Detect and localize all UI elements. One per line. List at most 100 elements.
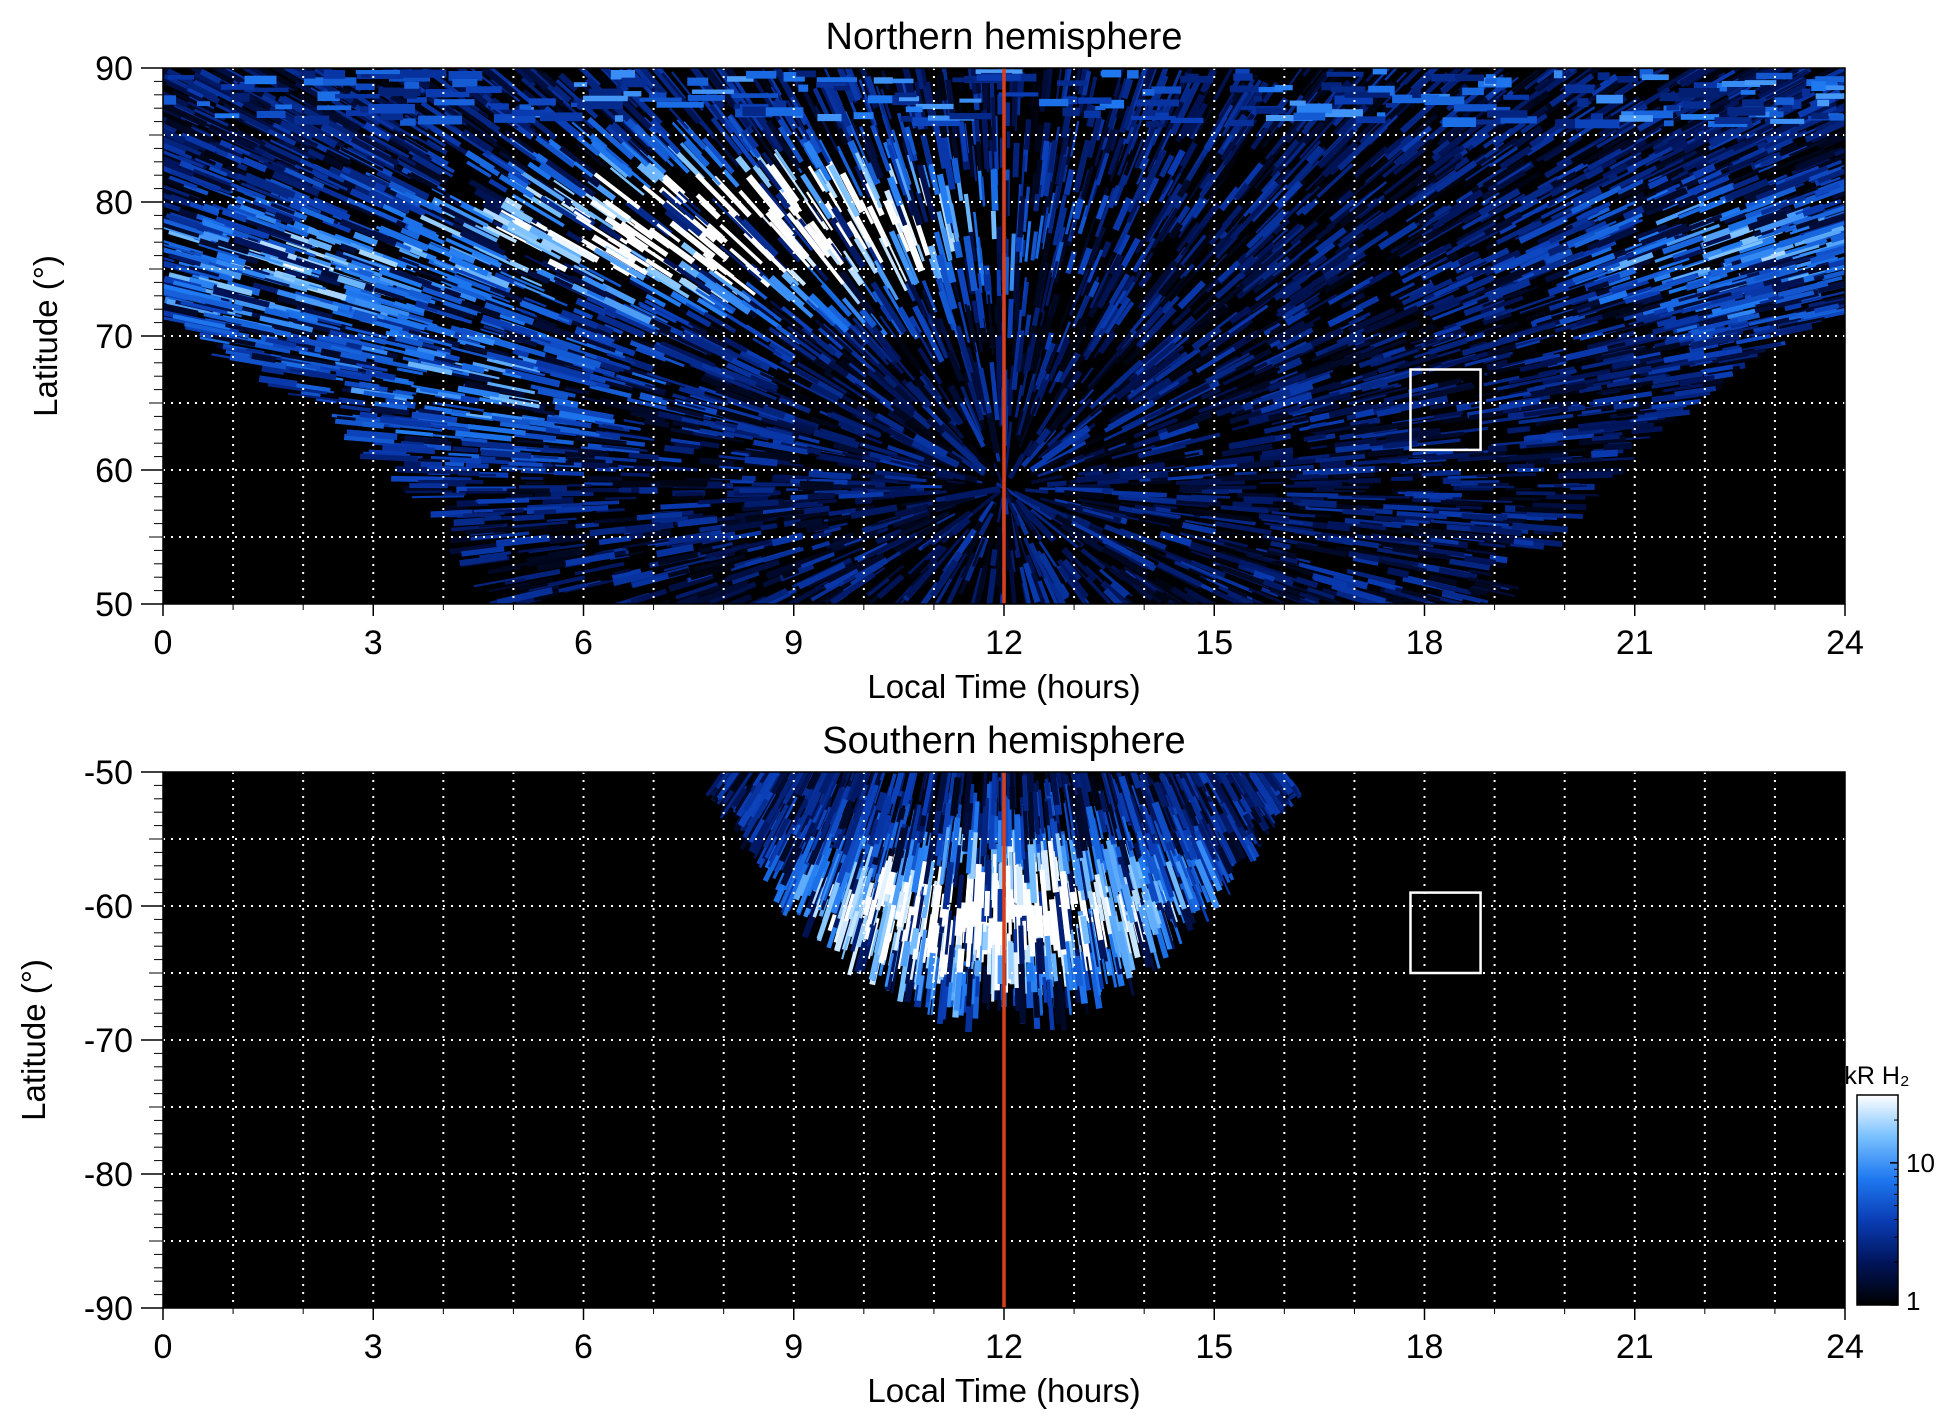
- aurora-streak: [830, 546, 864, 563]
- aurora-streak: [1143, 214, 1158, 238]
- aurora-streak: [1070, 432, 1091, 448]
- aurora-streak: [446, 274, 473, 290]
- aurora-streak: [1206, 397, 1240, 414]
- aurora-streak: [612, 598, 632, 604]
- aurora-streak: [1084, 463, 1108, 473]
- aurora-streak: [1469, 231, 1499, 248]
- aurora-streak: [1355, 408, 1375, 419]
- aurora-streak: [1461, 334, 1519, 357]
- aurora-streak: [1363, 369, 1396, 383]
- aurora-streak: [1295, 201, 1312, 216]
- aurora-streak: [1087, 274, 1114, 319]
- aurora-streak: [212, 142, 243, 159]
- aurora-streak: [945, 568, 967, 604]
- aurora-streak: [967, 68, 974, 90]
- aurora-streak: [1183, 222, 1223, 269]
- aurora-streak: [1007, 365, 1016, 416]
- aurora-streak: [859, 441, 898, 458]
- aurora-streak: [605, 247, 648, 276]
- aurora-streak: [845, 413, 883, 433]
- aurora-streak: [804, 119, 834, 169]
- aurora-streak: [564, 449, 609, 460]
- aurora-streak: [1658, 257, 1690, 271]
- aurora-streak: [846, 220, 868, 252]
- aurora-streak: [668, 107, 690, 130]
- aurora-streak: [1602, 321, 1644, 335]
- aurora-streak: [1012, 490, 1069, 520]
- aurora-streak: [1159, 530, 1193, 547]
- aurora-streak: [1736, 119, 1777, 140]
- aurora-streak: [891, 129, 912, 186]
- aurora-streak: [500, 271, 545, 292]
- aurora-streak: [1371, 444, 1413, 454]
- aurora-streak: [1315, 222, 1336, 241]
- aurora-streak: [1221, 92, 1253, 138]
- aurora-streak: [1120, 78, 1134, 100]
- aurora-streak: [804, 223, 833, 258]
- aurora-streak: [1511, 125, 1544, 150]
- aurora-streak: [267, 140, 314, 164]
- aurora-streak: [1107, 273, 1130, 307]
- aurora-streak: [255, 212, 277, 225]
- aurora-streak: [1369, 435, 1421, 447]
- aurora-streak: [1355, 295, 1380, 312]
- aurora-streak: [1730, 178, 1770, 200]
- aurora-streak: [704, 257, 728, 276]
- aurora-streak: [202, 203, 220, 215]
- aurora-streak: [172, 314, 231, 331]
- aurora-streak: [1709, 255, 1763, 278]
- aurora-streak: [1509, 390, 1528, 396]
- aurora-streak: [318, 229, 352, 245]
- aurora-streak: [1652, 371, 1704, 385]
- aurora-streak: [368, 134, 410, 159]
- aurora-streak: [912, 305, 931, 335]
- aurora-streak: [1711, 295, 1770, 316]
- aurora-streak: [1485, 391, 1531, 403]
- aurora-streak: [379, 416, 432, 429]
- aurora-streak: [259, 315, 314, 333]
- aurora-streak: [846, 327, 865, 347]
- aurora-streak: [1457, 454, 1501, 462]
- aurora-streak: [1410, 333, 1437, 345]
- aurora-streak: [1561, 70, 1578, 83]
- aurora-streak: [430, 509, 473, 518]
- aurora-streak: [1679, 375, 1715, 387]
- aurora-streak: [1082, 263, 1101, 299]
- aurora-streak: [771, 532, 803, 547]
- aurora-streak: [850, 504, 898, 520]
- aurora-streak: [1123, 75, 1144, 129]
- aurora-streak: [539, 195, 593, 232]
- aurora-streak: [803, 198, 827, 230]
- aurora-streak: [761, 357, 790, 374]
- aurora-streak: [873, 369, 896, 391]
- aurora-streak: [1198, 321, 1248, 358]
- aurora-streak: [879, 315, 897, 339]
- aurora-streak: [1496, 162, 1532, 185]
- aurora-streak: [1411, 431, 1465, 442]
- aurora-streak: [1652, 146, 1697, 173]
- aurora-streak: [1814, 114, 1845, 132]
- aurora-streak: [1087, 301, 1111, 340]
- aurora-streak: [1165, 526, 1218, 541]
- aurora-streak: [1365, 588, 1406, 604]
- aurora-streak: [1758, 76, 1786, 96]
- aurora-streak: [328, 334, 382, 349]
- aurora-streak: [1507, 463, 1535, 472]
- aurora-streak: [746, 324, 795, 357]
- aurora-streak: [192, 72, 239, 101]
- aurora-streak: [1378, 221, 1418, 251]
- aurora-streak: [639, 392, 669, 406]
- aurora-streak: [801, 326, 837, 356]
- aurora-streak: [1233, 182, 1250, 201]
- aurora-streak: [1013, 498, 1057, 543]
- aurora-streak: [749, 374, 779, 393]
- aurora-streak: [852, 317, 894, 363]
- aurora-streak: [635, 129, 675, 168]
- aurora-streak: [979, 538, 989, 559]
- aurora-streak: [208, 166, 228, 177]
- aurora-streak: [230, 182, 267, 200]
- aurora-streak: [1763, 131, 1799, 152]
- aurora-streak: [483, 223, 518, 244]
- aurora-streak: [335, 368, 373, 382]
- aurora-streak: [701, 136, 735, 175]
